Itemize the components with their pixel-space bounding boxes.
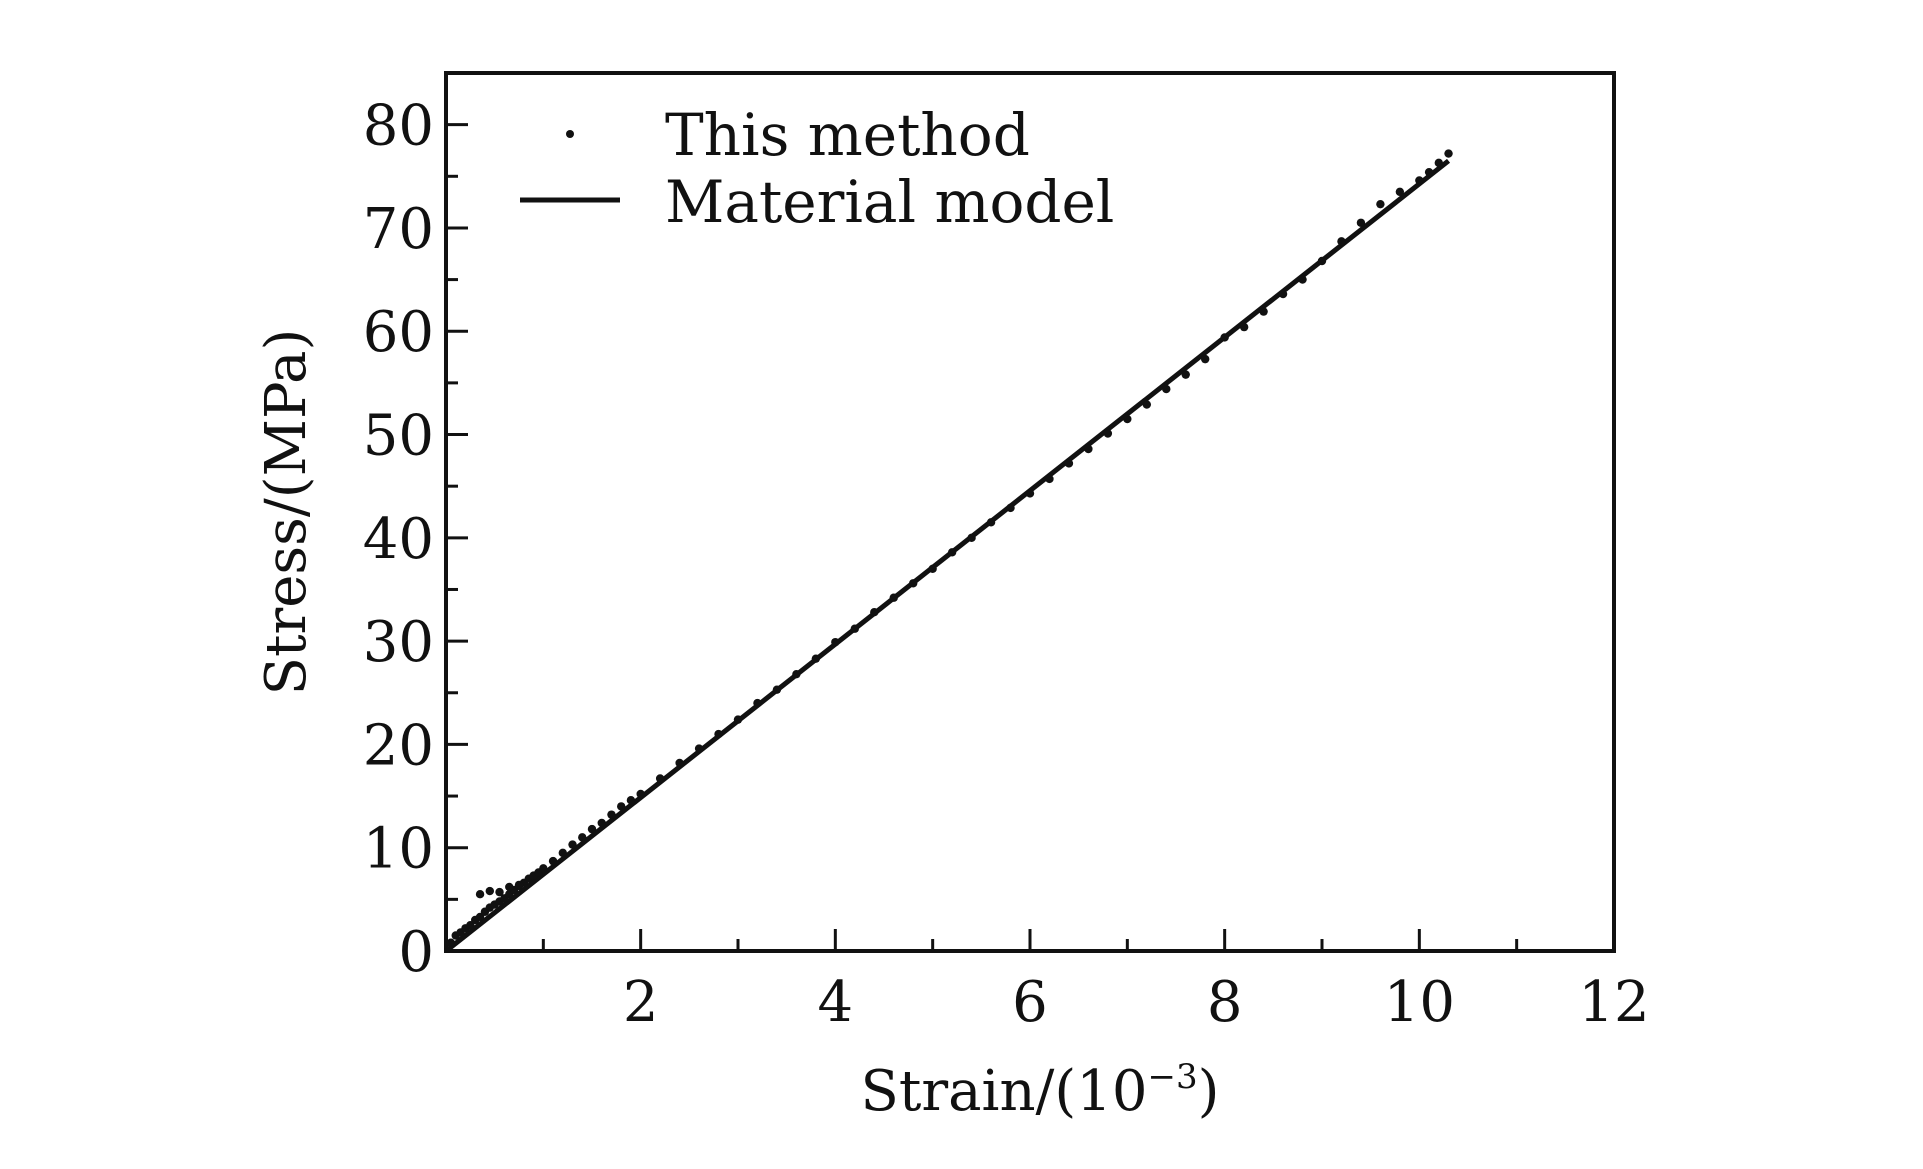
x-tick-label: 2 xyxy=(623,970,659,1035)
data-point xyxy=(505,882,514,892)
data-point xyxy=(1278,289,1288,299)
data-point xyxy=(578,833,587,842)
data-point xyxy=(1239,322,1249,332)
data-point xyxy=(831,637,840,647)
data-point xyxy=(539,864,548,873)
y-tick-label: 80 xyxy=(363,94,434,159)
data-point xyxy=(733,715,743,724)
x-axis-ticks xyxy=(541,929,1616,951)
data-point xyxy=(514,880,524,890)
data-point xyxy=(1103,429,1113,438)
data-point xyxy=(1201,354,1210,364)
y-tick-label: 70 xyxy=(363,197,434,262)
x-tick-label: 4 xyxy=(818,970,854,1035)
data-point xyxy=(1084,444,1093,454)
x-tick-label: 6 xyxy=(1012,970,1048,1035)
data-point xyxy=(1424,167,1434,177)
data-point xyxy=(1259,307,1268,316)
x-axis-label: Strain/(10−3) xyxy=(861,1057,1220,1124)
data-point xyxy=(1356,218,1366,227)
data-point xyxy=(1181,370,1190,379)
y-axis-ticks xyxy=(446,123,468,953)
legend: This method Material model xyxy=(520,101,1114,236)
data-point xyxy=(850,624,859,633)
data-point xyxy=(1337,237,1346,246)
x-axis-label-exponent: −3 xyxy=(1148,1057,1198,1097)
data-point xyxy=(792,669,801,679)
data-point xyxy=(1444,149,1453,158)
data-point xyxy=(694,744,704,753)
data-point xyxy=(626,795,636,805)
data-point xyxy=(986,518,996,527)
data-point xyxy=(617,802,626,811)
data-point xyxy=(597,818,606,828)
x-axis-tick-labels: 2 4 6 8 10 12 xyxy=(623,970,1650,1035)
data-point xyxy=(568,840,577,849)
y-axis-label: Stress/(MPa) xyxy=(254,329,319,696)
data-point xyxy=(772,685,782,694)
data-point xyxy=(1220,333,1229,342)
data-point xyxy=(655,774,665,783)
data-point xyxy=(1376,199,1385,209)
data-point xyxy=(1395,187,1405,196)
data-point xyxy=(1317,256,1327,266)
series-this-method xyxy=(446,149,1453,947)
legend-label-this-method: This method xyxy=(665,101,1030,169)
data-point xyxy=(1415,176,1424,185)
x-axis-label-main: Strain/(10 xyxy=(861,1059,1148,1124)
data-point xyxy=(889,593,898,602)
data-point xyxy=(1162,384,1171,394)
data-point xyxy=(495,887,504,897)
data-point xyxy=(1142,400,1152,409)
y-tick-label: 60 xyxy=(363,300,434,365)
y-tick-label: 20 xyxy=(363,713,434,778)
data-point xyxy=(714,729,723,739)
data-point xyxy=(548,856,558,866)
data-point xyxy=(909,579,918,588)
y-tick-label: 30 xyxy=(363,610,434,675)
y-tick-label: 50 xyxy=(363,404,434,469)
data-point xyxy=(1045,474,1054,484)
y-tick-label: 40 xyxy=(363,507,434,572)
data-point xyxy=(928,564,937,574)
data-point xyxy=(1298,275,1307,284)
data-point xyxy=(811,654,821,663)
data-point xyxy=(446,938,456,947)
material-model-line xyxy=(444,158,1451,953)
data-point xyxy=(1123,414,1132,424)
series-material-model xyxy=(444,158,1451,953)
data-point xyxy=(475,889,485,899)
y-axis-tick-labels: 0 10 20 30 40 50 60 70 80 xyxy=(363,94,434,985)
data-point xyxy=(870,607,879,617)
x-axis-label-close: ) xyxy=(1198,1059,1220,1124)
x-tick-label: 12 xyxy=(1578,970,1649,1035)
data-point xyxy=(558,848,567,858)
y-tick-label: 10 xyxy=(363,817,434,882)
data-point xyxy=(1434,158,1444,168)
data-point xyxy=(587,824,597,834)
legend-marker-this-method xyxy=(566,130,574,138)
data-point xyxy=(1006,503,1015,513)
data-point xyxy=(675,758,684,768)
data-point xyxy=(485,886,494,896)
data-point xyxy=(1025,489,1035,498)
data-point xyxy=(636,789,645,799)
x-tick-label: 10 xyxy=(1384,970,1455,1035)
data-point xyxy=(967,533,976,543)
data-point xyxy=(753,698,762,708)
data-point xyxy=(607,810,616,819)
data-point xyxy=(947,548,957,557)
x-tick-label: 8 xyxy=(1207,970,1243,1035)
data-point xyxy=(1064,459,1074,468)
legend-label-material-model: Material model xyxy=(665,168,1114,236)
y-tick-label: 0 xyxy=(398,920,434,985)
